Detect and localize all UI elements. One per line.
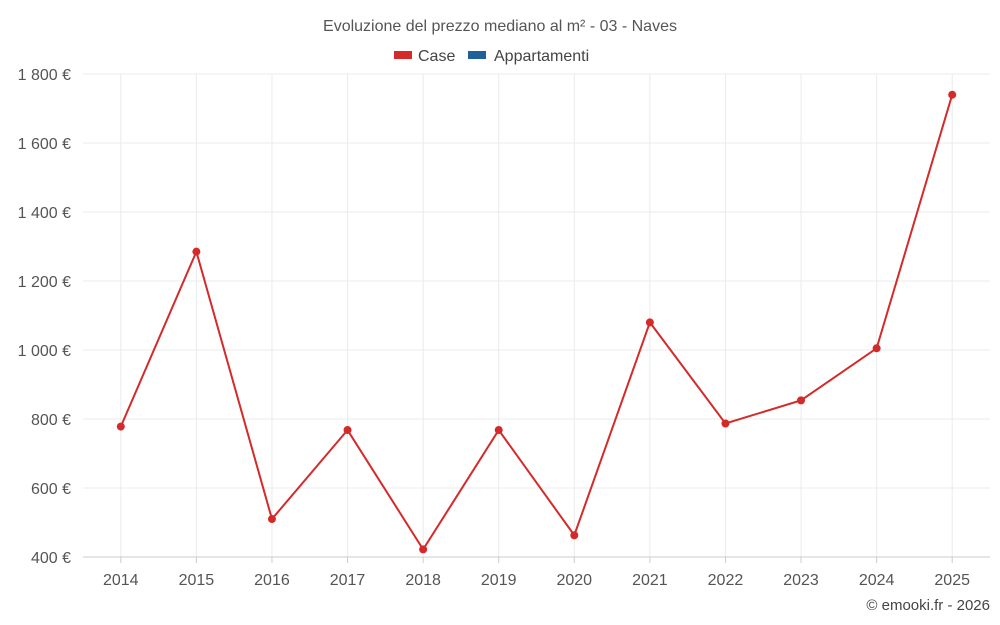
legend: Case Appartamenti (394, 48, 589, 65)
x-tick-label: 2025 (934, 572, 970, 589)
x-tick-label: 2016 (254, 572, 290, 589)
data-point-case-2025[interactable] (948, 90, 957, 99)
x-tick-label: 2015 (179, 572, 215, 589)
legend-label-case: Case (418, 48, 455, 65)
x-tick-label: 2014 (103, 572, 139, 589)
grid (83, 73, 990, 557)
credit-text: © emooki.fr - 2026 (866, 597, 990, 614)
chart-title: Evoluzione del prezzo mediano al m² - 03… (323, 18, 677, 35)
x-tick-label: 2021 (632, 572, 668, 589)
data-point-case-2017[interactable] (343, 426, 352, 435)
data-point-case-2018[interactable] (419, 545, 428, 554)
data-point-case-2015[interactable] (192, 247, 201, 256)
x-tick-label: 2019 (481, 572, 517, 589)
data-point-case-2016[interactable] (267, 515, 276, 524)
series-line-case (119, 94, 954, 552)
y-tick-label: 1 600 € (18, 136, 71, 153)
data-point-case-2024[interactable] (872, 344, 881, 353)
legend-swatch-appartamenti (468, 51, 486, 59)
y-tick-label: 600 € (31, 481, 71, 498)
y-tick-label: 1 000 € (18, 343, 71, 360)
data-point-case-2023[interactable] (797, 396, 806, 405)
legend-item-case[interactable]: Case (394, 48, 455, 65)
legend-item-appartamenti[interactable]: Appartamenti (468, 48, 589, 65)
data-point-case-2021[interactable] (645, 318, 654, 327)
y-axis-ticks: 400 € 600 € 800 € 1 000 € 1 200 € 1 400 € 1 60… (18, 67, 71, 567)
x-tick-label: 2018 (405, 572, 441, 589)
x-tick-label: 2017 (330, 572, 366, 589)
y-tick-label: 1 200 € (18, 274, 71, 291)
x-tick-label: 2020 (556, 572, 592, 589)
x-tick-label: 2022 (708, 572, 744, 589)
y-tick-label: 1 800 € (18, 67, 71, 84)
data-point-case-2014[interactable] (116, 422, 125, 431)
x-tick-label: 2024 (859, 572, 895, 589)
x-tick-label: 2023 (783, 572, 819, 589)
data-point-case-2019[interactable] (494, 426, 503, 435)
data-point-case-2022[interactable] (721, 419, 730, 428)
series-case (116, 90, 957, 554)
legend-label-appartamenti: Appartamenti (494, 48, 589, 65)
y-tick-label: 800 € (31, 412, 71, 429)
axes (83, 556, 990, 563)
data-point-case-2020[interactable] (570, 531, 579, 540)
y-tick-label: 400 € (31, 550, 71, 567)
legend-swatch-case (394, 51, 412, 59)
y-tick-label: 1 400 € (18, 205, 71, 222)
x-axis-ticks: 2014 2015 2016 2017 2018 2019 2020 2021 2022 2023… (103, 572, 970, 589)
